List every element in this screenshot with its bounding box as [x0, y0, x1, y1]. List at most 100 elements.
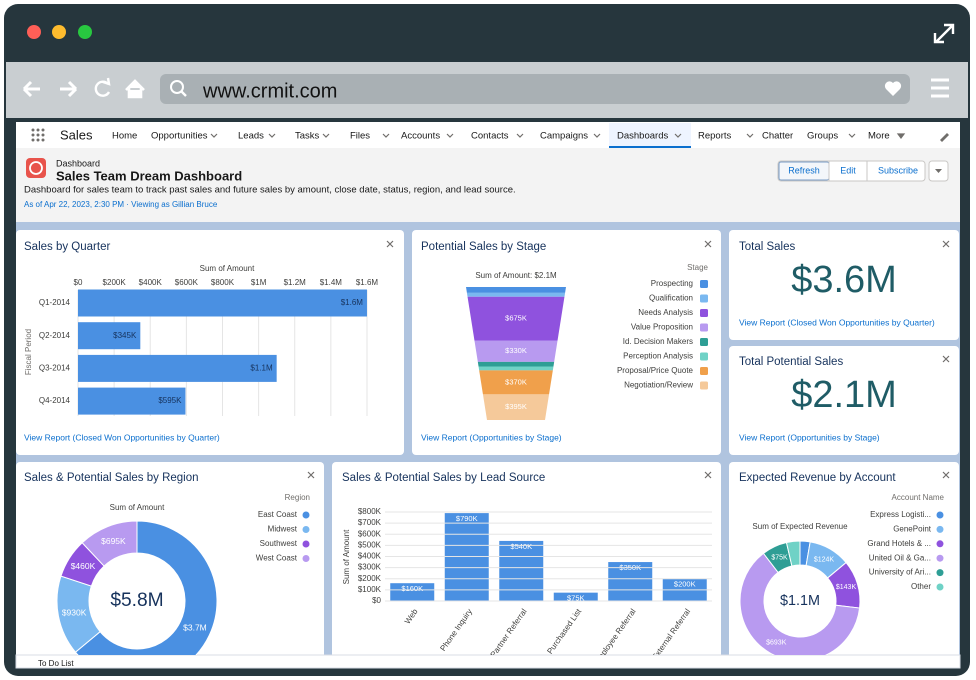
- x-tick-label: $1.2M: [284, 278, 307, 287]
- minimize-button[interactable]: [52, 25, 66, 39]
- view-report-link[interactable]: View Report (Opportunities by Stage): [739, 432, 880, 442]
- widget-total-potential: [729, 346, 959, 455]
- nav-item[interactable]: Dashboards: [617, 131, 668, 142]
- nav-chevron: [674, 133, 682, 138]
- view-report-link[interactable]: View Report (Closed Won Opportunities by…: [24, 432, 220, 442]
- nav-item[interactable]: Opportunities: [151, 131, 208, 142]
- value-label: $75K: [567, 594, 585, 603]
- view-report-link[interactable]: View Report (Closed Won Opportunities by…: [739, 317, 935, 327]
- legend-label: Qualification: [649, 294, 693, 303]
- nav-active-underline: [609, 146, 691, 148]
- nav-item[interactable]: Tasks: [295, 131, 320, 142]
- app-launcher[interactable]: [31, 128, 45, 142]
- legend-title: Stage: [687, 263, 708, 272]
- nav-item[interactable]: Groups: [807, 131, 838, 142]
- utility-bar: [15, 654, 961, 669]
- nav-item[interactable]: Accounts: [401, 131, 440, 142]
- expand-widget-icon[interactable]: [386, 240, 394, 248]
- dashboard-icon: [26, 158, 46, 178]
- reload-button[interactable]: [94, 77, 111, 97]
- header-button[interactable]: Refresh: [788, 165, 820, 175]
- app-name: Sales: [60, 127, 93, 142]
- bar: [608, 562, 653, 601]
- value-label: $200K: [674, 580, 696, 589]
- nav-item[interactable]: Contacts: [471, 131, 509, 142]
- widget-title: Sales by Quarter: [24, 241, 110, 253]
- nav-item[interactable]: More: [868, 131, 890, 142]
- expand-widget-icon[interactable]: [942, 240, 950, 248]
- bar: [553, 592, 598, 601]
- legend-label: Midwest: [268, 525, 298, 534]
- x-tick-label: $1.6M: [356, 278, 379, 287]
- widget-title: Total Sales: [739, 241, 796, 253]
- nav-item[interactable]: Home: [112, 131, 137, 142]
- edit-nav-icon[interactable]: [940, 133, 949, 142]
- legend-swatch: [700, 352, 708, 361]
- legend-label: United Oil & Ga...: [869, 553, 931, 562]
- y-tick-label: $700K: [358, 518, 382, 527]
- x-tick-label: $1M: [251, 278, 267, 287]
- nav-chevron: [516, 133, 524, 138]
- header-button[interactable]: Subscribe: [878, 165, 918, 175]
- value-label: $75K: [771, 554, 788, 561]
- legend-dot: [936, 554, 944, 562]
- header-button[interactable]: Edit: [840, 165, 856, 175]
- nav-chevron: [322, 133, 330, 138]
- legend-label: Express Logisti...: [870, 510, 931, 519]
- expand-widget-icon[interactable]: [942, 355, 950, 363]
- y-tick-label: $500K: [358, 540, 382, 549]
- nav-item[interactable]: Reports: [698, 131, 732, 142]
- value-label: $370K: [505, 377, 527, 386]
- value-label: $540K: [510, 542, 532, 551]
- back-button[interactable]: [22, 80, 40, 98]
- value-label: $143K: [836, 584, 857, 591]
- favorite-icon[interactable]: [884, 81, 902, 96]
- view-report-link[interactable]: View Report (Opportunities by Stage): [421, 432, 562, 442]
- expand-widget-icon[interactable]: [307, 471, 315, 479]
- todo-list[interactable]: To Do List: [38, 659, 74, 668]
- zoom-button[interactable]: [78, 25, 92, 39]
- bar: [444, 513, 489, 601]
- donut-total: $1.1M: [780, 593, 820, 609]
- legend-dot: [936, 511, 944, 519]
- legend-label: Id. Decision Makers: [623, 337, 693, 346]
- nav-item[interactable]: Files: [350, 131, 370, 142]
- expand-widget-icon[interactable]: [704, 240, 712, 248]
- legend-label: Proposal/Price Quote: [617, 366, 694, 375]
- nav-bar: [16, 122, 960, 148]
- legend-label: Grand Hotels & ...: [867, 539, 931, 548]
- y-tick-label: $0: [372, 596, 381, 605]
- value-label: $124K: [814, 556, 835, 563]
- value-label: $160K: [401, 584, 423, 593]
- donut-segment: [739, 552, 861, 655]
- expand-widget-icon[interactable]: [942, 471, 950, 479]
- chart-subtitle: Sum of Amount: [110, 503, 165, 512]
- nav-chevron: [382, 133, 390, 138]
- value-label: $1.1M: [250, 364, 273, 373]
- y-tick-label: $800K: [358, 507, 382, 516]
- legend-dot: [936, 569, 944, 577]
- bar: [78, 387, 186, 415]
- search-icon: [170, 80, 184, 94]
- nav-item[interactable]: Chatter: [762, 131, 793, 142]
- header-meta: As of Apr 22, 2023, 2:30 PM · Viewing as…: [24, 200, 218, 209]
- expand-icon[interactable]: [933, 23, 955, 44]
- nav-item[interactable]: Campaigns: [540, 131, 588, 142]
- close-button[interactable]: [27, 25, 41, 39]
- funnel-segment: [479, 370, 553, 395]
- dashboard-icon-gauge: [29, 161, 43, 175]
- address-bar[interactable]: [160, 74, 910, 104]
- bar: [390, 583, 435, 601]
- funnel-segment: [478, 366, 554, 371]
- expand-widget-icon[interactable]: [704, 471, 712, 479]
- nav-chevron: [746, 133, 754, 138]
- menu-icon[interactable]: [931, 78, 949, 98]
- home-button[interactable]: [125, 79, 145, 99]
- forward-button[interactable]: [60, 80, 78, 98]
- url[interactable]: www.crmit.com: [202, 80, 337, 102]
- donut-chart: $3.7M $930K $460K $695K $5.8M: [56, 520, 218, 655]
- legend-label: Prospecting: [651, 279, 693, 288]
- nav-chevron: [446, 133, 454, 138]
- nav-item[interactable]: Leads: [238, 131, 264, 142]
- legend-title: Region: [285, 493, 310, 502]
